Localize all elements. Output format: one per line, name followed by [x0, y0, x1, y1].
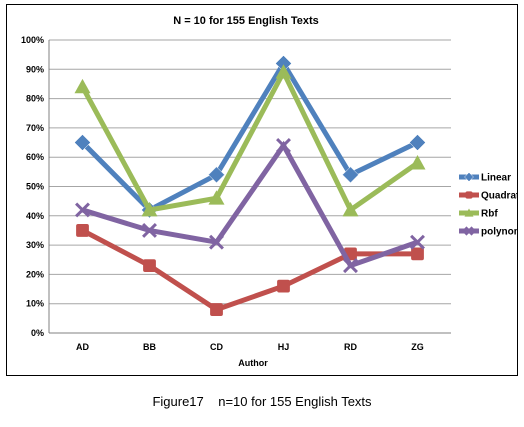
y-tick-label: 70% — [26, 123, 44, 133]
y-tick-label: 100% — [21, 35, 44, 45]
data-point — [74, 78, 91, 94]
chart-frame: N = 10 for 155 English Texts 0% 10% 20% 30%… — [6, 4, 518, 376]
y-tick-label: 50% — [26, 182, 44, 192]
y-tick-label: 30% — [26, 240, 44, 250]
y-tick-label: 10% — [26, 299, 44, 309]
data-point — [276, 138, 291, 153]
data-point — [143, 259, 156, 273]
legend: Linear Quadratic Rbf polynomial — [459, 172, 517, 238]
y-tick-label: 60% — [26, 152, 44, 162]
x-axis-ticks: AD BB CD HJ RD ZG — [76, 342, 424, 352]
x-tick-label: HJ — [278, 342, 290, 352]
data-point — [210, 303, 223, 316]
line-chart: N = 10 for 155 English Texts 0% 10% 20% 30%… — [21, 15, 517, 368]
series-polynomial — [75, 138, 425, 274]
legend-label: Linear — [481, 173, 511, 184]
figure-caption: Figure17 n=10 for 155 English Texts — [152, 394, 372, 409]
data-point — [275, 64, 292, 79]
series-rbf — [74, 64, 426, 217]
series-line — [81, 228, 418, 313]
data-point — [409, 134, 426, 151]
data-point — [342, 166, 359, 184]
y-tick-label: 20% — [26, 269, 44, 279]
data-point — [342, 201, 359, 217]
series-layer — [74, 55, 426, 316]
y-axis-ticks: 0% 10% 20% 30% 40% 50% 60% 70% 80% 90% 100% — [21, 35, 44, 338]
data-point — [409, 155, 426, 170]
data-point — [277, 279, 290, 293]
data-point — [464, 208, 474, 217]
series-line — [80, 58, 419, 214]
y-tick-label: 0% — [31, 328, 44, 338]
data-point — [74, 134, 91, 151]
series-line — [80, 66, 419, 214]
data-point — [75, 202, 90, 218]
data-point — [343, 258, 358, 274]
legend-item: polynomial — [459, 226, 517, 238]
legend-item: Quadratic — [459, 191, 517, 202]
legend-label: Rbf — [481, 209, 498, 220]
x-tick-label: RD — [344, 342, 357, 352]
x-tick-label: ZG — [411, 342, 424, 352]
chart-title: N = 10 for 155 English Texts — [173, 15, 319, 27]
legend-label: Quadratic — [481, 191, 517, 202]
data-point — [411, 247, 424, 261]
series-quadratic — [76, 224, 424, 316]
x-tick-label: BB — [143, 342, 156, 352]
series-line — [81, 140, 419, 269]
data-point — [464, 172, 474, 182]
data-point — [76, 224, 89, 237]
data-point — [410, 234, 425, 250]
data-point — [141, 201, 158, 217]
x-tick-label: CD — [210, 342, 223, 352]
y-tick-label: 90% — [26, 64, 44, 74]
x-axis-label: Author — [238, 358, 268, 368]
series-linear — [74, 55, 426, 219]
data-point — [209, 234, 224, 250]
y-tick-label: 40% — [26, 211, 44, 221]
data-point — [208, 166, 225, 184]
data-point — [142, 222, 157, 238]
grid-lines — [48, 39, 451, 334]
data-point — [208, 190, 225, 205]
y-tick-label: 80% — [26, 94, 44, 104]
legend-item: Linear — [459, 172, 511, 184]
legend-label: polynomial — [481, 227, 517, 238]
legend-item: Rbf — [459, 208, 498, 220]
data-point — [464, 226, 474, 236]
data-point — [465, 191, 473, 199]
x-tick-label: AD — [76, 342, 89, 352]
